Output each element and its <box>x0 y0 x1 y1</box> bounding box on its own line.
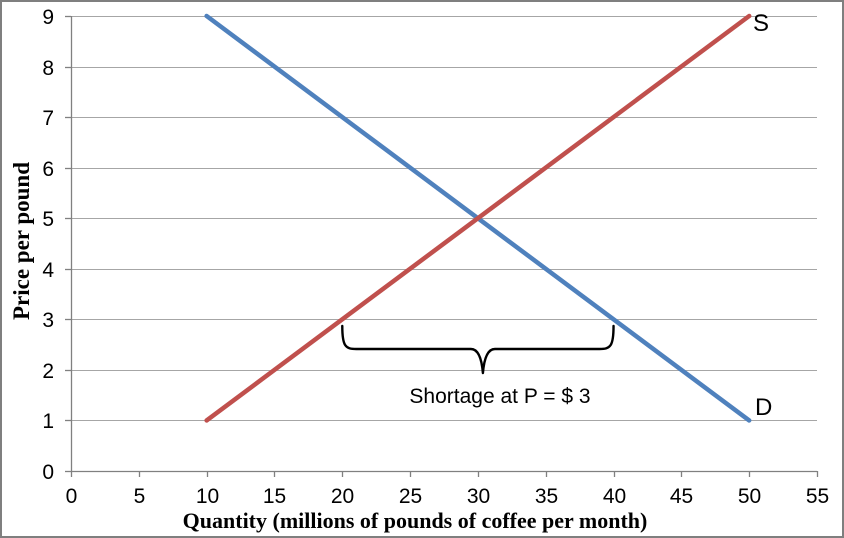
x-tick-label: 20 <box>331 485 354 508</box>
y-tick-label: 5 <box>42 208 54 231</box>
x-tick-label: 30 <box>467 485 490 508</box>
x-tick-label: 5 <box>134 485 146 508</box>
y-tick-label: 3 <box>42 309 54 332</box>
x-tick-label: 55 <box>806 485 829 508</box>
y-tick-label: 9 <box>42 6 54 29</box>
y-tick-label: 2 <box>42 360 54 383</box>
x-tick-label: 10 <box>196 485 219 508</box>
demand-curve-label: D <box>755 394 773 421</box>
y-tick-label: 7 <box>42 107 54 130</box>
y-tick-label: 6 <box>42 158 54 181</box>
shortage-annotation: Shortage at P = $ 3 <box>409 385 591 408</box>
x-tick-label: 25 <box>399 485 422 508</box>
y-tick-label: 1 <box>42 410 54 433</box>
supply-curve <box>204 13 752 423</box>
x-tick-label: 40 <box>603 485 626 508</box>
y-axis-title: Price per pound <box>9 161 34 321</box>
y-tick-label: 0 <box>42 461 54 484</box>
supply-curve-label: S <box>753 10 770 37</box>
y-tick-label: 4 <box>42 259 54 282</box>
x-tick-label: 45 <box>670 485 693 508</box>
shortage-brace <box>341 324 615 375</box>
x-tick-label: 35 <box>535 485 558 508</box>
x-tick-label: 0 <box>66 485 78 508</box>
y-tick-label: 8 <box>42 57 54 80</box>
x-tick-label: 15 <box>263 485 286 508</box>
x-tick-label: 50 <box>738 485 761 508</box>
x-axis-title: Quantity (millions of pounds of coffee p… <box>182 508 648 533</box>
